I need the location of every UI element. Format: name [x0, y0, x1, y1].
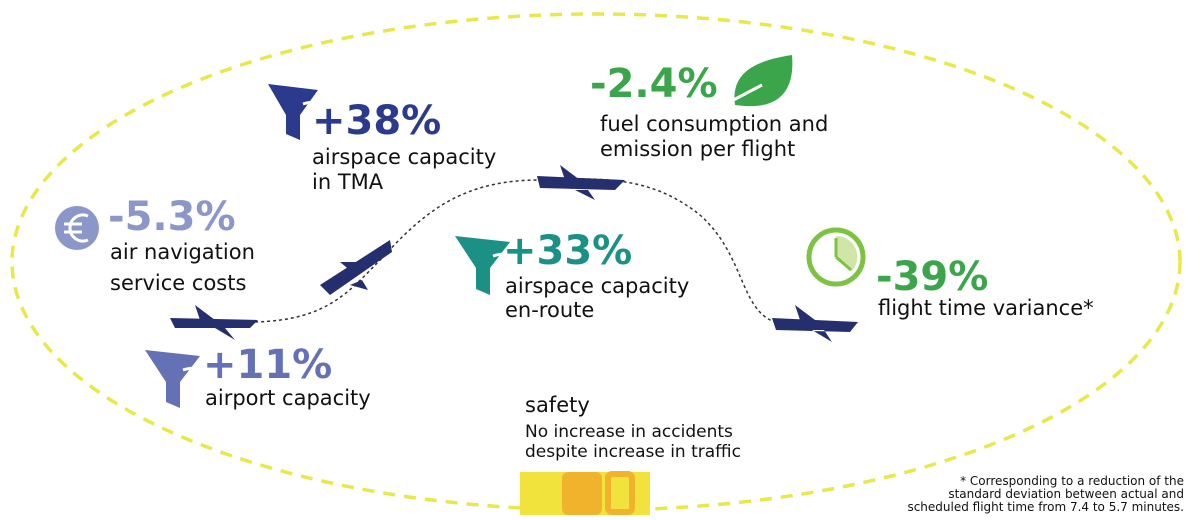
label: airport capacity	[205, 386, 371, 410]
seatbelt-icon	[520, 471, 650, 515]
label: emission per flight	[600, 137, 796, 161]
value: -2.4%	[590, 61, 718, 107]
value: +11%	[203, 342, 333, 388]
planes	[170, 165, 858, 342]
funnel-enroute	[455, 236, 511, 295]
label: airspace capacity	[505, 274, 690, 298]
safety-title: safety	[525, 393, 590, 417]
funnel-tma	[268, 84, 321, 140]
funnel-airport	[145, 350, 201, 408]
safety-line: despite increase in traffic	[525, 442, 741, 462]
value: +38%	[312, 98, 442, 144]
label: airspace capacity	[312, 145, 497, 169]
label: air navigation	[110, 240, 255, 264]
footnote: standard deviation between actual and	[948, 487, 1184, 501]
value: +33%	[503, 228, 633, 274]
footnote: scheduled flight time from 7.4 to 5.7 mi…	[907, 500, 1184, 514]
safety-line: No increase in accidents	[525, 422, 733, 442]
label: in TMA	[312, 170, 384, 194]
label: service costs	[110, 271, 247, 295]
clock-icon	[806, 227, 866, 287]
value: -5.3%	[108, 194, 236, 240]
footnote: * Corresponding to a reduction of the	[960, 474, 1184, 488]
label: fuel consumption and	[600, 112, 829, 136]
leaf-icon	[721, 55, 793, 108]
label: flight time variance*	[878, 296, 1094, 320]
value: -39%	[876, 254, 989, 300]
label: en-route	[505, 298, 595, 322]
euro-icon	[55, 206, 99, 250]
